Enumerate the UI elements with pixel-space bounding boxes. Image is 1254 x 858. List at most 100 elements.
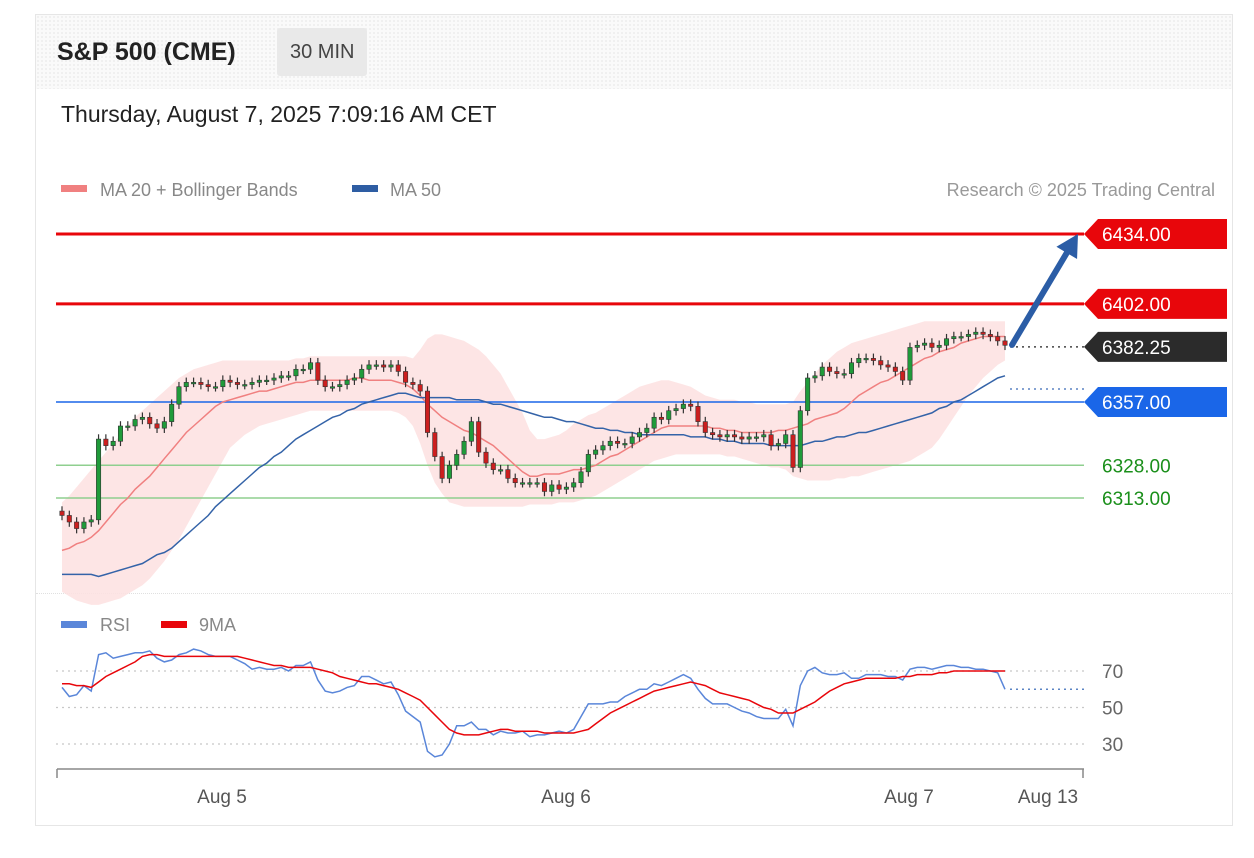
candle-body: [600, 445, 606, 451]
candle-body: [848, 362, 854, 374]
candle-body: [739, 436, 745, 440]
candle-body: [147, 416, 153, 425]
candle-body: [951, 336, 957, 340]
candle-body: [410, 382, 416, 385]
candle-body: [987, 334, 993, 337]
ma20-legend-swatch: [61, 185, 87, 192]
candle-body: [234, 382, 240, 385]
candle-body: [922, 342, 928, 346]
pane-separator: [36, 593, 1232, 594]
candle-body: [607, 440, 613, 446]
resistance-label: 6402.00: [1102, 295, 1171, 316]
resistance-label-box: [1084, 219, 1227, 249]
forecast-arrow-head: [1056, 234, 1078, 260]
candle-body: [125, 425, 131, 428]
candle-body: [344, 379, 350, 385]
candle-body: [446, 464, 452, 479]
candle-body: [256, 379, 262, 383]
candle-body: [154, 423, 160, 429]
candle-body: [965, 334, 971, 337]
candle-body: [644, 427, 650, 433]
rsi-tick-label: 50: [1102, 699, 1123, 720]
candle-body: [403, 371, 409, 383]
candle-body: [388, 364, 394, 368]
candle-body: [315, 362, 321, 381]
candle-body: [534, 482, 540, 485]
rsi-ma-legend-swatch: [161, 621, 187, 628]
candle-body: [359, 368, 365, 379]
candle-body: [205, 384, 211, 388]
forecast-arrow-shaft: [1009, 249, 1070, 348]
candle-body: [286, 375, 292, 378]
candle-body: [59, 510, 65, 516]
instrument-title: S&P 500 (CME): [57, 38, 236, 66]
candle-body: [88, 519, 94, 523]
candle-body: [870, 358, 876, 361]
candle-body: [885, 364, 891, 368]
candle-body: [278, 375, 284, 379]
candle-body: [454, 454, 460, 466]
candle-body: [856, 358, 862, 364]
rsi-ma-legend-label: 9MA: [199, 615, 236, 635]
candle-body: [220, 379, 226, 388]
candle-body: [417, 384, 423, 392]
candle-body: [541, 482, 547, 492]
candle-body: [658, 416, 664, 420]
candle-body: [936, 344, 942, 348]
candle-body: [264, 379, 270, 382]
candle-body: [329, 386, 335, 389]
candle-body: [973, 331, 979, 335]
candle-body: [132, 419, 138, 427]
x-tick-label: Aug 7: [884, 787, 934, 808]
x-tick-label: Aug 5: [197, 787, 247, 808]
x-axis: Aug 5 Aug 6 Aug 7 Aug 13: [56, 768, 1084, 808]
candle-body: [790, 434, 796, 468]
candle-body: [753, 436, 759, 439]
candle-body: [717, 434, 723, 438]
rsi-ma-line: [62, 653, 1005, 736]
bollinger-band-fill: [62, 321, 1005, 605]
candle-body: [571, 482, 577, 488]
ma20-line: [61, 335, 1005, 552]
x-tick-label: Aug 6: [541, 787, 591, 808]
price-levels: [56, 232, 1084, 499]
rsi-legend-label: RSI: [100, 615, 130, 635]
candle-body: [322, 379, 328, 388]
candle-body: [944, 338, 950, 346]
candle-body: [702, 421, 708, 433]
rsi-legend-swatch: [61, 621, 87, 628]
rsi-pane: 70 50 30: [56, 648, 1123, 758]
candle-body: [520, 482, 526, 485]
candle-body: [271, 377, 277, 381]
candle-body: [483, 451, 489, 464]
candle-body: [710, 432, 716, 436]
timeframe-badge[interactable]: 30 MIN: [277, 28, 368, 76]
candle-body: [373, 364, 379, 367]
candle-body: [892, 366, 898, 372]
last-label: 6382.25: [1102, 338, 1171, 359]
candle-body: [834, 371, 840, 374]
candle-body: [805, 377, 811, 412]
candle-body: [563, 486, 569, 490]
candle-body: [761, 434, 767, 438]
forecast-arrow: [1009, 234, 1078, 348]
moving-averages: [61, 335, 1006, 578]
candle-body: [498, 469, 504, 472]
rsi-legend: RSI 9MA: [61, 615, 236, 635]
level-labels: 6434.00 6402.00 6382.25 6357.00 6328.00 6313.…: [1084, 219, 1227, 510]
candle-body: [995, 336, 1001, 342]
candle-body: [651, 416, 657, 429]
candle-body: [775, 443, 781, 446]
candle-body: [1002, 340, 1008, 346]
candle-body: [929, 342, 935, 348]
candle-body: [110, 440, 116, 446]
candlesticks: [59, 327, 1008, 534]
candle-body: [242, 384, 248, 387]
rsi-tick-label: 30: [1102, 735, 1123, 756]
candle-body: [213, 386, 219, 389]
candle-body: [117, 425, 123, 442]
candle-body: [841, 373, 847, 376]
candle-body: [337, 384, 343, 388]
candle-body: [432, 432, 438, 457]
candle-body: [66, 515, 72, 523]
